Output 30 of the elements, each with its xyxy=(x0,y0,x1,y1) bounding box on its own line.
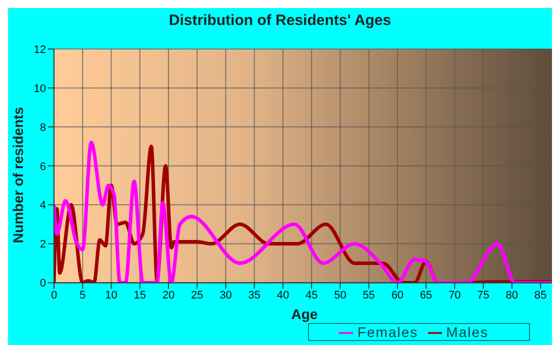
x-tick-label: 0 xyxy=(50,290,58,302)
x-tick-label: 45 xyxy=(305,290,318,302)
legend-label: Females xyxy=(357,324,418,340)
x-tick-label: 35 xyxy=(248,290,260,302)
x-tick-label: 50 xyxy=(334,290,346,302)
y-tick-label: 2 xyxy=(40,238,46,251)
x-tick-label: 80 xyxy=(506,290,518,302)
y-tick-label: 10 xyxy=(34,82,46,95)
y-tick-label: 0 xyxy=(40,278,46,290)
x-tick-label: 75 xyxy=(477,290,490,302)
x-tick-label: 30 xyxy=(220,290,232,302)
x-tick-label: 65 xyxy=(420,290,432,302)
x-tick-label: 5 xyxy=(80,290,86,302)
chart-title: Distribution of Residents' Ages xyxy=(168,12,392,29)
y-tick-label: 6 xyxy=(40,160,46,173)
legend-label: Males xyxy=(446,324,489,340)
x-tick-label: 70 xyxy=(448,290,461,302)
y-tick-label: 4 xyxy=(40,200,46,212)
x-tick-label: 60 xyxy=(391,290,404,302)
x-axis-title: Age xyxy=(290,306,319,322)
x-tick-label: 25 xyxy=(190,290,204,302)
y-tick-label: 12 xyxy=(34,44,46,56)
x-tick-label: 20 xyxy=(162,290,175,302)
y-axis-title: Number of residents xyxy=(10,106,26,244)
x-tick-label: 85 xyxy=(534,290,547,302)
x-tick-label: 40 xyxy=(276,290,290,302)
x-tick-label: 15 xyxy=(134,290,146,302)
x-tick-label: 55 xyxy=(362,290,375,302)
x-tick-label: 10 xyxy=(105,290,118,302)
y-tick-label: 8 xyxy=(40,122,46,134)
